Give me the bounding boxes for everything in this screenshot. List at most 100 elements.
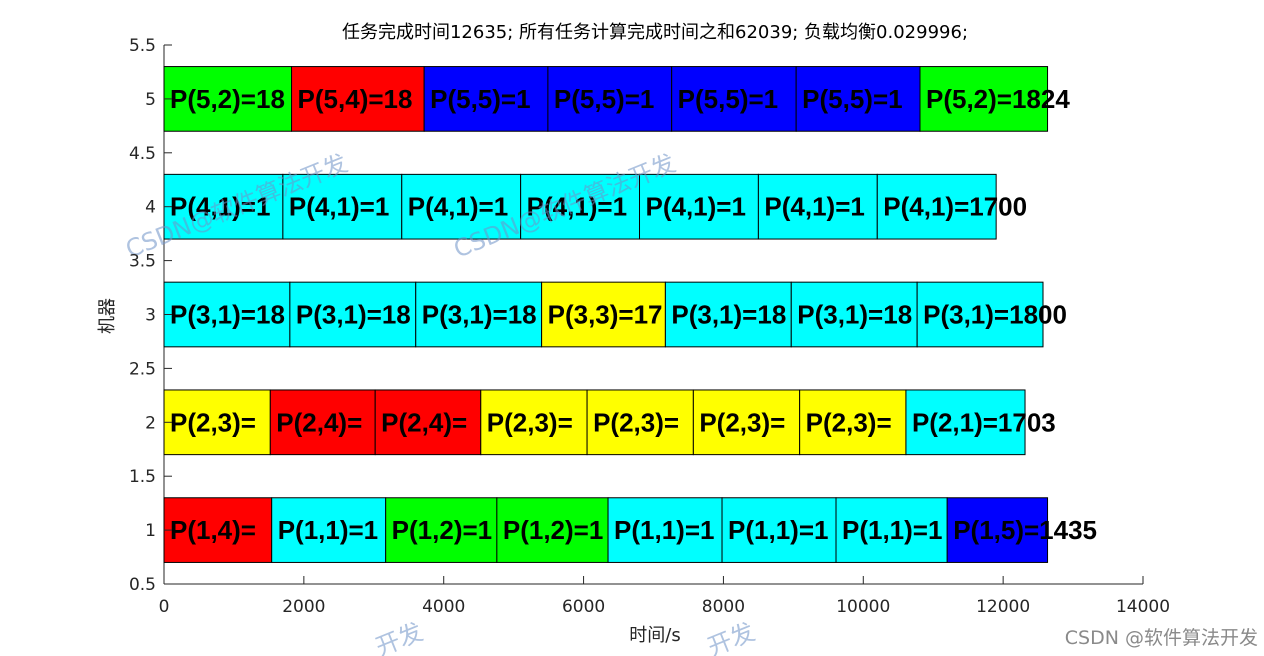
task-label: P(2,1)=1703 (912, 407, 1056, 437)
y-tick-label: 4.5 (129, 144, 156, 164)
task-label: P(3,1)=18 (422, 300, 537, 330)
machine-row-4: P(4,1)=1 P(4,1)=1 P(4,1)=1 P(4,1)=1 P(4,1)=1… (163, 173, 1027, 240)
task-label: P(1,5)=1435 (953, 515, 1097, 545)
gantt-bars: P(1,4)= P(1,1)=1 P(1,2)=1 P(1,2)=1 P(1,1)=1 P… (163, 66, 1097, 563)
task-bar (271, 497, 387, 563)
task-label: P(4,1)=1 (170, 192, 270, 222)
x-axis-ticks: 0 2000 4000 6000 8000 10000 12000 14000 (159, 576, 1170, 617)
task-bar (586, 389, 694, 456)
task-label: P(1,2)=1 (392, 515, 492, 545)
task-label: P(5,4)=18 (298, 84, 413, 114)
machine-row-1: P(1,4)= P(1,1)=1 P(1,2)=1 P(1,2)=1 P(1,1)=1 P… (163, 497, 1097, 563)
task-label: P(4,1)=1700 (883, 192, 1027, 222)
task-label: P(3,3)=17 (548, 300, 663, 330)
task-label: P(3,1)=18 (296, 300, 411, 330)
y-axis-ticks: 0.5 1 1.5 2 2.5 3 3.5 4 4.5 5 5.5 (129, 36, 172, 595)
y-tick-label: 3 (145, 306, 156, 326)
task-label: P(5,5)=1 (802, 84, 902, 114)
task-label: P(4,1)=1 (646, 192, 746, 222)
machine-row-2: P(2,3)= P(2,4)= P(2,4)= P(2,3)= P(2,3)= P(2,3… (163, 389, 1056, 456)
task-label: P(1,2)=1 (503, 515, 603, 545)
task-bar (496, 497, 609, 563)
task-bar (520, 173, 641, 240)
task-bar (423, 66, 549, 132)
task-label: P(5,5)=1 (430, 84, 530, 114)
x-tick-label: 2000 (282, 597, 325, 617)
task-bar (480, 389, 588, 456)
task-bar (835, 497, 948, 563)
y-tick-label: 5.5 (129, 36, 156, 56)
x-axis-label: 时间/s (629, 625, 680, 646)
task-bar (163, 389, 271, 456)
x-tick-label: 12000 (976, 597, 1030, 617)
task-bar (671, 66, 797, 132)
task-bar (692, 389, 801, 456)
csdn-credit: CSDN @软件算法开发 (1064, 627, 1258, 649)
task-label: P(2,3)= (593, 407, 679, 437)
chart-title: 任务完成时间12635; 所有任务计算完成时间之和62039; 负载均衡0.02… (342, 22, 968, 43)
task-bar (547, 66, 673, 132)
task-bar (291, 66, 425, 132)
task-label: P(1,1)=1 (842, 515, 942, 545)
task-bar (721, 497, 837, 563)
task-label: P(3,1)=18 (797, 300, 912, 330)
watermark-fragment: 开发 (704, 618, 759, 656)
task-label: P(5,2)=1824 (926, 84, 1070, 114)
task-bar (541, 281, 666, 348)
x-tick-label: 8000 (702, 597, 745, 617)
y-tick-label: 5 (145, 90, 156, 110)
task-bar (876, 173, 997, 240)
x-tick-label: 6000 (562, 597, 605, 617)
y-tick-label: 3.5 (129, 252, 156, 272)
task-label: P(2,3)= (487, 407, 573, 437)
task-bar (664, 281, 792, 348)
watermark-fragment: 开发 (372, 618, 427, 656)
task-bar (269, 389, 376, 456)
x-tick-label: 4000 (422, 597, 465, 617)
task-label: P(5,5)=1 (554, 84, 654, 114)
task-label: P(2,4)= (276, 407, 362, 437)
task-label: P(4,1)=1 (289, 192, 389, 222)
x-tick-label: 0 (159, 597, 170, 617)
y-tick-label: 2.5 (129, 359, 156, 379)
task-label: P(3,1)=18 (671, 300, 786, 330)
task-bar (905, 389, 1026, 456)
task-bar (289, 281, 417, 348)
task-label: P(2,4)= (381, 407, 467, 437)
task-label: P(2,3)= (806, 407, 892, 437)
y-tick-label: 4 (145, 198, 156, 218)
x-tick-label: 10000 (836, 597, 890, 617)
task-label: P(1,4)= (170, 515, 256, 545)
task-label: P(1,1)=1 (278, 515, 378, 545)
task-label: P(4,1)=1 (527, 192, 627, 222)
y-tick-label: 1.5 (129, 467, 156, 487)
task-label: P(5,2)=18 (170, 84, 285, 114)
x-tick-label: 14000 (1116, 597, 1170, 617)
machine-row-5: P(5,2)=18 P(5,4)=18 P(5,5)=1 P(5,5)=1 P(5,5)… (163, 66, 1070, 132)
y-tick-label: 1 (145, 521, 156, 541)
task-bar (919, 66, 1049, 132)
task-label: P(3,1)=18 (170, 300, 285, 330)
task-bar (795, 66, 921, 132)
y-tick-label: 2 (145, 413, 156, 433)
task-label: P(3,1)=1800 (923, 300, 1067, 330)
task-bar (163, 173, 284, 240)
task-bar (401, 173, 522, 240)
task-label: P(2,3)= (699, 407, 785, 437)
task-bar (916, 281, 1044, 348)
task-bar (385, 497, 498, 563)
task-label: P(2,3)= (170, 407, 256, 437)
task-bar (946, 497, 1049, 563)
task-label: P(4,1)=1 (764, 192, 864, 222)
task-label: P(4,1)=1 (408, 192, 508, 222)
y-axis-label: 机器 (97, 298, 118, 334)
task-label: P(1,1)=1 (728, 515, 828, 545)
task-bar (374, 389, 482, 456)
task-label: P(1,1)=1 (614, 515, 714, 545)
task-label: P(5,5)=1 (678, 84, 778, 114)
y-tick-label: 0.5 (129, 575, 156, 595)
machine-row-3: P(3,1)=18 P(3,1)=18 P(3,1)=18 P(3,3)=17 P(3,… (163, 281, 1067, 348)
task-bar (790, 281, 918, 348)
task-bar (799, 389, 907, 456)
